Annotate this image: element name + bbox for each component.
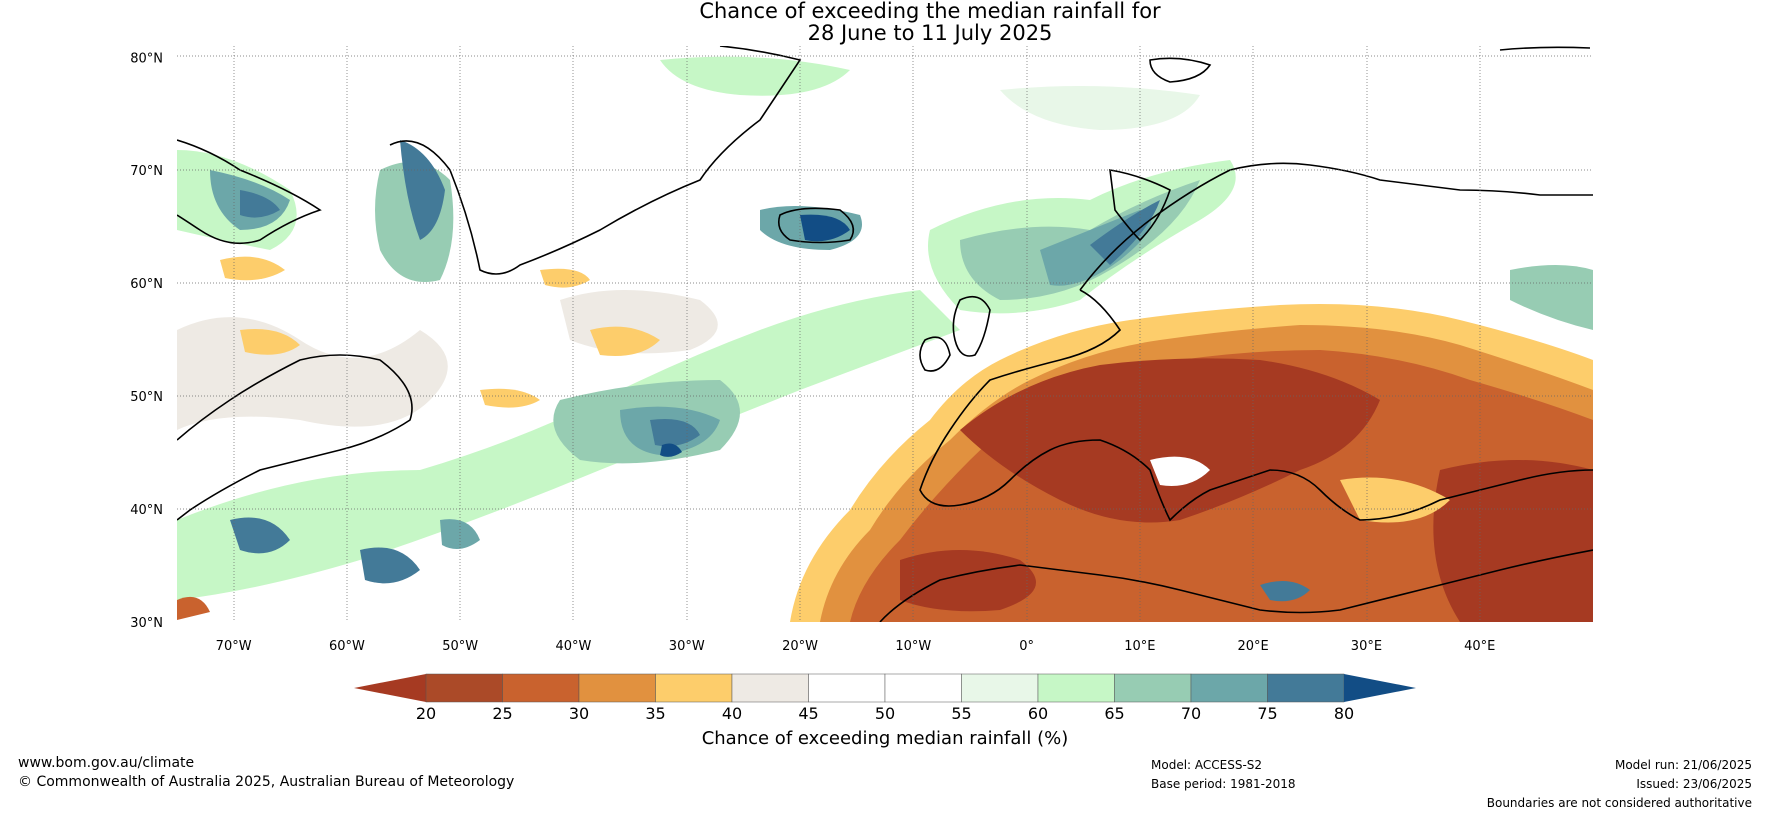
website-text: www.bom.gov.au/climate (18, 755, 195, 771)
colorbar-segment (1190, 673, 1268, 703)
latitude-label: 60°N (130, 277, 163, 292)
map-area (177, 46, 1593, 622)
longitude-label: 20°E (1238, 639, 1269, 654)
colorbar-tick-label: 35 (645, 704, 665, 723)
longitude-label: 40°W (556, 639, 592, 654)
longitude-label: 30°E (1351, 639, 1382, 654)
latitude-label: 80°N (130, 51, 163, 66)
map-title-line1: Chance of exceeding the median rainfall … (699, 0, 1161, 23)
colorbar-label: Chance of exceeding median rainfall (%) (701, 728, 1069, 749)
latitude-labels: 80°N 70°N 60°N 50°N 40°N 30°N (130, 51, 163, 631)
colorbar-tick-label: 75 (1257, 704, 1277, 723)
longitude-labels: 70°W 60°W 50°W 40°W 30°W 20°W 10°W 0° 10°E 20°E 30… (216, 639, 1496, 654)
issued-text: Issued: 23/06/2025 (1636, 777, 1752, 791)
disclaimer-text: Boundaries are not considered authoritat… (1486, 796, 1752, 810)
colorbar-high-extension (1344, 674, 1416, 702)
longitude-label: 30°W (669, 639, 705, 654)
longitude-label: 50°W (442, 639, 478, 654)
latitude-label: 30°N (130, 616, 163, 631)
colorbar-tick-label: 70 (1181, 704, 1201, 723)
colorbar-low-extension (354, 674, 426, 702)
latitude-label: 70°N (130, 164, 163, 179)
colorbar-segment (808, 673, 886, 703)
latitude-label: 40°N (130, 503, 163, 518)
colorbar-segment (1114, 673, 1192, 703)
model-run-text: Model run: 21/06/2025 (1614, 758, 1752, 772)
copyright-text: © Commonwealth of Australia 2025, Austra… (18, 774, 515, 790)
colorbar-segment (578, 673, 656, 703)
longitude-label: 60°W (329, 639, 365, 654)
model-text: Model: ACCESS-S2 (1151, 758, 1263, 772)
longitude-label: 40°E (1464, 639, 1495, 654)
colorbar: 20 25 30 35 40 45 50 55 60 65 70 75 80 (354, 673, 1416, 723)
colorbar-tick-label: 65 (1104, 704, 1124, 723)
map-title-line2: 28 June to 11 July 2025 (807, 21, 1053, 45)
colorbar-segment (961, 673, 1039, 703)
colorbar-tick-label: 80 (1334, 704, 1354, 723)
longitude-label: 0° (1019, 639, 1034, 654)
colorbar-tick-label: 60 (1028, 704, 1048, 723)
base-period-text: Base period: 1981-2018 (1151, 777, 1296, 791)
graticule (177, 46, 1593, 622)
colorbar-tick-label: 50 (875, 704, 895, 723)
colorbar-tick-label: 25 (492, 704, 512, 723)
probability-fields (177, 56, 1593, 622)
longitude-label: 70°W (216, 639, 252, 654)
longitude-label: 20°W (782, 639, 818, 654)
colorbar-segment (502, 673, 580, 703)
colorbar-segment (1267, 673, 1345, 703)
longitude-label: 10°W (895, 639, 931, 654)
colorbar-tick-label: 55 (951, 704, 971, 723)
colorbar-segment (731, 673, 809, 703)
colorbar-segment (655, 673, 733, 703)
longitude-label: 10°E (1124, 639, 1155, 654)
colorbar-tick-label: 30 (569, 704, 589, 723)
colorbar-tick-label: 20 (416, 704, 436, 723)
colorbar-segment (884, 673, 962, 703)
colorbar-segment (1037, 673, 1115, 703)
coastlines (177, 46, 1593, 622)
latitude-label: 50°N (130, 390, 163, 405)
colorbar-tick-label: 45 (798, 704, 818, 723)
colorbar-segment (425, 673, 503, 703)
colorbar-tick-label: 40 (722, 704, 742, 723)
